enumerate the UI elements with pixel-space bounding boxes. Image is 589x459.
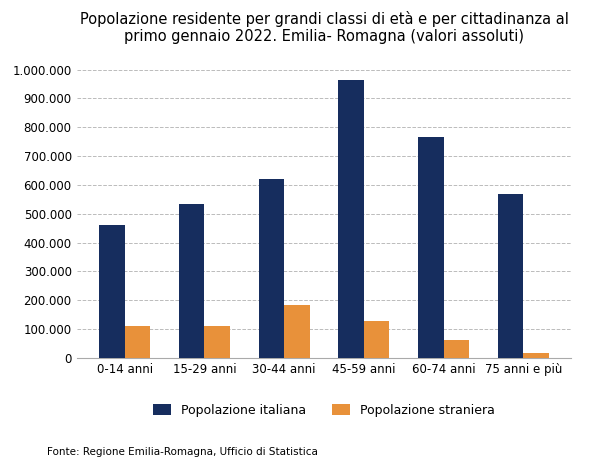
Bar xyxy=(338,79,364,358)
Bar xyxy=(364,320,389,358)
Text: Fonte: Regione Emilia-Romagna, Ufficio di Statistica: Fonte: Regione Emilia-Romagna, Ufficio d… xyxy=(47,447,318,457)
Bar xyxy=(99,225,125,358)
Bar xyxy=(125,326,150,358)
Title: Popolazione residente per grandi classi di età e per cittadinanza al
primo genna: Popolazione residente per grandi classi … xyxy=(80,11,568,44)
Legend: Popolazione italiana, Popolazione straniera: Popolazione italiana, Popolazione strani… xyxy=(153,403,495,417)
Bar xyxy=(444,340,469,358)
Bar xyxy=(259,179,284,358)
Bar xyxy=(418,137,444,358)
Bar xyxy=(204,326,230,358)
Bar xyxy=(523,353,549,358)
Bar xyxy=(498,194,523,358)
Bar xyxy=(179,204,204,358)
Bar xyxy=(284,305,310,358)
